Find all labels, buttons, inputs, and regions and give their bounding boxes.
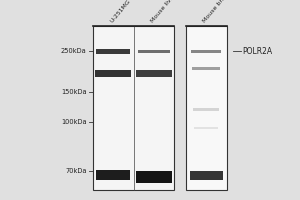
Bar xyxy=(96,49,130,54)
Bar xyxy=(194,127,218,129)
Bar xyxy=(95,70,131,77)
Text: U-251MG: U-251MG xyxy=(110,0,132,24)
Bar xyxy=(193,108,219,111)
Text: 70kDa: 70kDa xyxy=(65,168,86,174)
Text: Mouse liver: Mouse liver xyxy=(150,0,177,24)
Bar xyxy=(136,171,172,183)
Bar xyxy=(192,67,220,70)
Bar xyxy=(138,50,170,53)
Text: Mouse brain: Mouse brain xyxy=(202,0,231,24)
Text: POLR2A: POLR2A xyxy=(242,47,273,56)
Bar xyxy=(96,170,130,180)
Bar xyxy=(136,70,172,77)
Bar xyxy=(191,50,221,53)
Bar xyxy=(93,26,174,190)
Bar xyxy=(190,171,223,180)
Bar xyxy=(186,26,226,190)
Text: 250kDa: 250kDa xyxy=(61,48,86,54)
Text: 100kDa: 100kDa xyxy=(61,119,86,125)
Text: 150kDa: 150kDa xyxy=(61,89,86,95)
